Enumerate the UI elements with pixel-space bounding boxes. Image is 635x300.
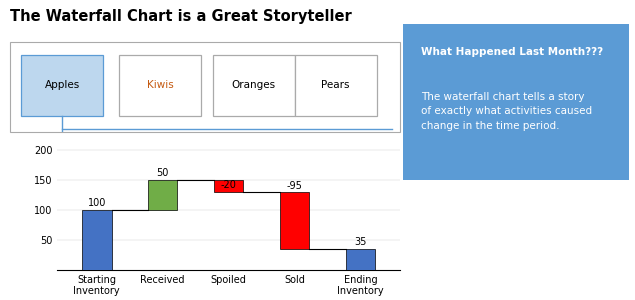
Text: What Happened Last Month???: What Happened Last Month??? <box>421 47 603 57</box>
Text: 50: 50 <box>156 168 169 178</box>
Text: Apples: Apples <box>44 80 80 90</box>
Bar <box>214 180 243 192</box>
Bar <box>82 210 112 270</box>
FancyBboxPatch shape <box>394 21 635 186</box>
FancyBboxPatch shape <box>119 55 201 116</box>
Bar <box>279 192 309 249</box>
Bar <box>345 249 375 270</box>
Text: -95: -95 <box>286 181 302 191</box>
Text: Oranges: Oranges <box>232 80 276 90</box>
FancyBboxPatch shape <box>10 42 400 132</box>
FancyBboxPatch shape <box>213 55 295 116</box>
FancyBboxPatch shape <box>295 55 377 116</box>
Text: The Waterfall Chart is a Great Storyteller: The Waterfall Chart is a Great Storytell… <box>10 9 351 24</box>
Bar <box>148 180 178 210</box>
Text: 100: 100 <box>88 198 106 208</box>
FancyBboxPatch shape <box>21 55 104 116</box>
Text: Pears: Pears <box>321 80 350 90</box>
Text: 35: 35 <box>354 237 366 247</box>
Text: The waterfall chart tells a story
of exactly what activities caused
change in th: The waterfall chart tells a story of exa… <box>421 92 592 131</box>
Text: -20: -20 <box>221 180 237 190</box>
Polygon shape <box>387 52 408 74</box>
Text: Kiwis: Kiwis <box>147 80 173 90</box>
